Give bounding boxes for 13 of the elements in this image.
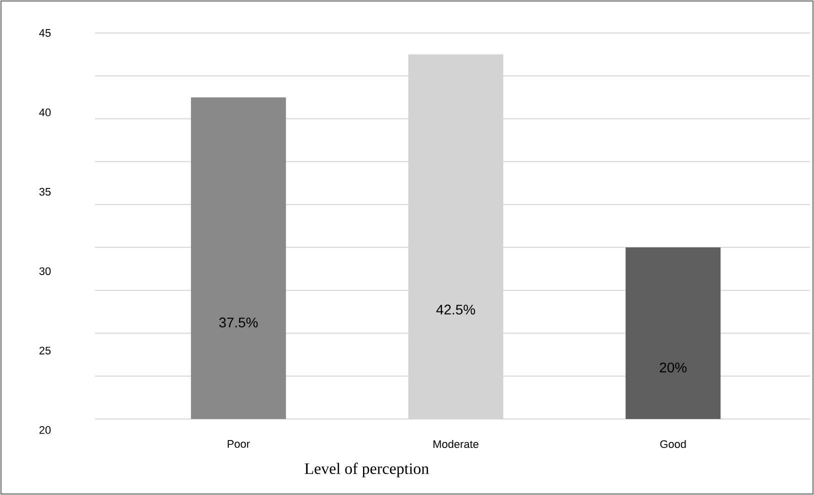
text: 30 [39,267,51,276]
x-tick-label: Moderate [434,440,478,448]
data-label: 20% [660,362,687,372]
text: 40 [39,108,51,116]
text: 25 [39,346,51,354]
x-axis-title: Level of perception [304,462,429,478]
text: 20 [39,426,51,434]
text: 45 [39,29,51,37]
x-tick-label: Poor [228,440,250,448]
text: 35 [39,188,51,196]
x-tick-label: Good [660,440,686,448]
data-label: 42.5% [436,304,476,315]
data-label: 37.5% [219,318,258,328]
